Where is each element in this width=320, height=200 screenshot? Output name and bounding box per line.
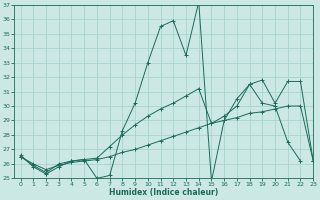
- X-axis label: Humidex (Indice chaleur): Humidex (Indice chaleur): [109, 188, 218, 197]
